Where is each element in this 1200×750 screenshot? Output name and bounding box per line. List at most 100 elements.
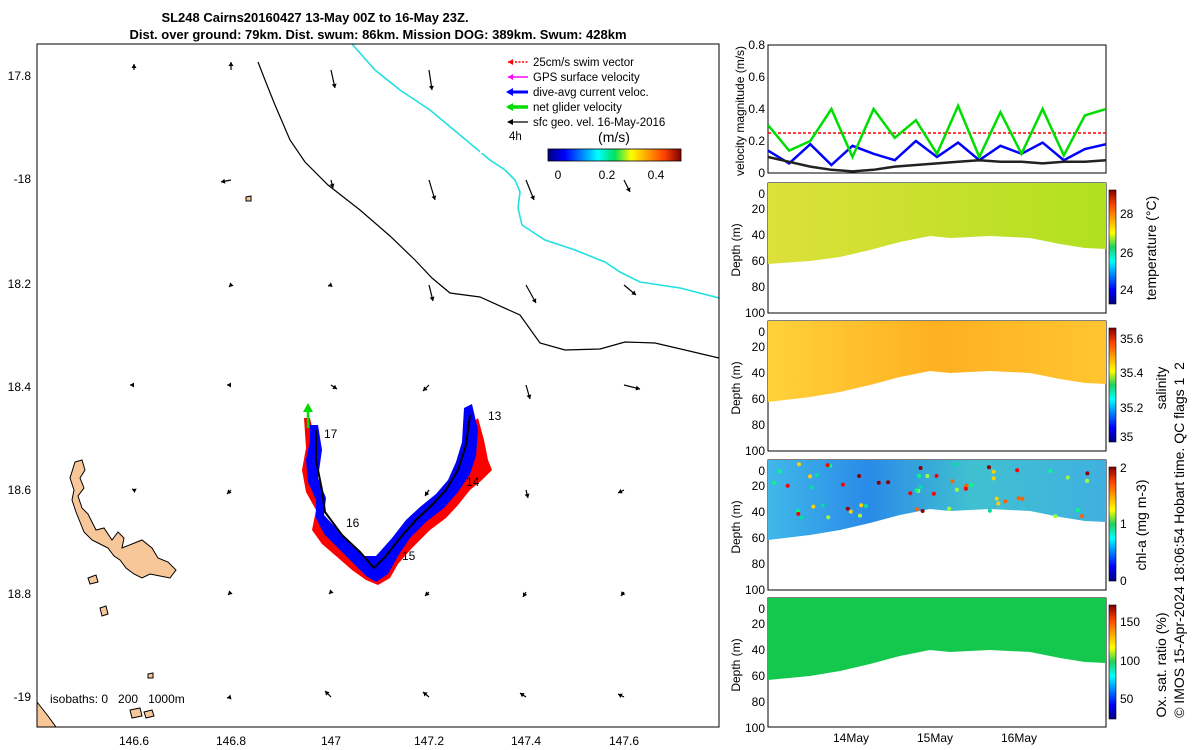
geo-arrow-head [428,85,434,90]
salinity-colorbar [1108,327,1117,443]
chla-point [859,503,864,508]
temperature-ylabel: Depth (m) [729,223,743,276]
map-colorbar-unit: (m/s) [598,129,630,145]
map-ytick-5: 18.8 [8,587,32,601]
chla-point [1048,469,1053,473]
depth-tick-3-100: 100 [745,721,765,735]
chla-cb-tick-2: 2 [1120,461,1127,475]
vel-ytick-3: 0.6 [748,70,765,84]
depth-tick-0-100: 100 [745,306,765,320]
chla-point [814,473,819,478]
chla-point [1065,475,1070,480]
salinity-cb-tick-2: 35.4 [1120,366,1144,380]
chla-point [925,474,930,478]
chla-point [996,501,1001,506]
salinity-section: Depth (m) 35 35.2 35.4 35.6 salinity [729,320,1169,452]
geo-arrow-head [635,385,640,391]
legend-net-glider: net glider velocity [533,102,622,114]
geo-arrow-head [621,591,626,596]
chla-point [1075,508,1080,513]
geo-arrow-head [332,384,337,389]
map-ytick-1: -18 [14,172,32,186]
map-legend: 25cm/s swim vector GPS surface velocity … [480,53,710,182]
depth-tick-0-80: 80 [752,280,766,294]
day-label-17: 17 [324,427,338,441]
temperature-cb-tick-0: 24 [1120,283,1134,297]
chla-point [947,506,952,511]
vel-ytick-0: 0 [758,166,765,180]
depth-tick-1-20: 20 [752,340,766,354]
chla-point [858,513,862,518]
temperature-cb-label: temperature (°C) [1143,196,1159,300]
chla-point [1020,496,1025,501]
geo-arrow-head [227,489,232,494]
vel-ytick-4: 0.8 [748,38,765,52]
geo-arrow-head [423,692,428,697]
geo-arrow-head [132,488,137,493]
map-ytick-2: 18.2 [8,277,32,291]
chla-point [772,480,777,485]
salinity-field [768,321,1106,402]
oxygen-field [768,598,1106,680]
chla-point [797,462,801,467]
oxygen-colorbar [1108,604,1117,720]
isobath-1000m [351,44,719,299]
depth-tick-1-40: 40 [752,366,766,380]
chla-point [1079,514,1084,519]
map-xtick-1: 146.8 [216,734,246,748]
depth-tick-2-40: 40 [752,505,766,519]
velocity-ylabel: velocity magnitude (m/s) [733,46,747,176]
salinity-cb-tick-3: 35.6 [1120,332,1144,346]
geo-arrow-head [425,591,430,596]
geo-arrow-head [227,382,231,388]
velocity-series-net-glider-velocity [768,102,1106,161]
chla-point [917,473,922,478]
oxygen-section: Depth (m) 50 100 150 Ox. sat. ratio (%) [729,597,1169,728]
chla-point [778,469,783,474]
geo-arrow-head [423,386,428,391]
chla-point [908,491,913,496]
geo-arrow-head [325,691,330,696]
velocity-panel: velocity magnitude (m/s) 0 0.2 0.4 0.6 0… [733,38,1107,180]
isobath-200m [257,61,719,359]
chla-point [799,515,804,520]
oxygen-cb-tick-1: 100 [1120,654,1140,668]
chla-point [931,491,936,496]
chla-point [1085,478,1090,483]
geo-arrow-head [618,693,623,698]
chla-point [1003,499,1008,504]
depth-tick-1-60: 60 [752,392,766,406]
depth-tick-0-60: 60 [752,254,766,268]
chla-point [963,486,968,491]
chla-cb-label: chl-a (mg m-3) [1133,479,1149,570]
chla-sample-points [772,462,1090,520]
speed-scale-label: 4h [509,131,522,143]
geo-arrow-head [228,62,234,66]
map-ytick-0: 17.8 [8,69,32,83]
salinity-ylabel: Depth (m) [729,361,743,414]
geo-arrow-head [531,298,537,303]
chla-point [825,463,830,468]
geo-arrow-head [130,382,134,388]
temperature-colorbar [1108,189,1117,305]
chla-point [796,511,801,516]
legend-geostrophic: sfc geo. vel. 16-May-2016 [533,117,665,129]
chla-point [1085,471,1090,476]
depth-tick-2-80: 80 [752,557,766,571]
velocity-series-dive-avg-current-veloc- [768,139,1106,167]
chla-point [1016,496,1021,501]
track-vectors [302,403,492,585]
chla-point [914,488,919,493]
oxygen-cb-tick-0: 50 [1120,692,1134,706]
geo-arrow-head [221,178,226,184]
legend-gps-velocity: GPS surface velocity [533,72,640,84]
geo-arrow-head [329,589,334,594]
chla-cb-tick-0: 0 [1120,574,1127,588]
depth-tick-2-60: 60 [752,531,766,545]
chla-section: Depth (m) 0 1 2 chl-a (mg m-3) [729,459,1149,591]
depth-tick-2-100: 100 [745,583,765,597]
geostrophic-velocity-arrows [130,62,641,700]
chla-point [863,504,868,508]
chla-point [950,479,955,484]
title-line-1: SL248 Cairns20160427 13-May 00Z to 16-Ma… [161,10,468,25]
